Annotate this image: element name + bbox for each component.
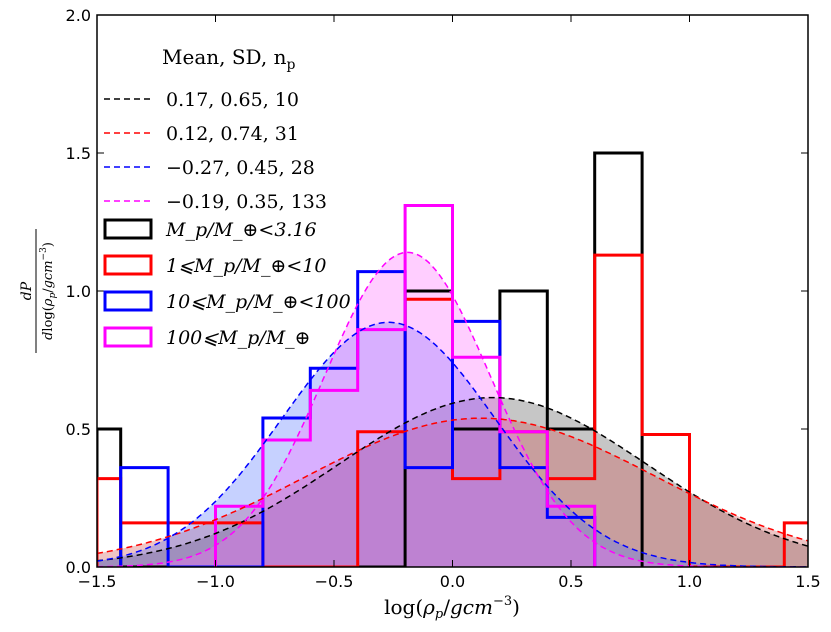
legend-hist-swatch (103, 290, 153, 312)
legend-hist-label: 10⩽M_p/M_⊕<100 (166, 291, 351, 313)
x-tick-label: 0.0 (440, 572, 465, 591)
legend-hist-label: M_p/M_⊕<3.16 (165, 219, 317, 241)
legend-fit-label: 0.12, 0.74, 31 (166, 123, 299, 145)
x-tick-label: −1.5 (78, 572, 117, 591)
x-tick-label: 0.5 (558, 572, 583, 591)
histogram-10-m-p-m-earth-100 (119, 270, 597, 567)
x-tick-label: 1.5 (795, 572, 820, 591)
legend-fit-label: −0.27, 0.45, 28 (166, 157, 315, 179)
legend-hist-swatch (103, 326, 153, 348)
svg-text:dlog(ρp/gcm−3): dlog(ρp/gcm−3) (39, 242, 58, 340)
gaussian-curve-m-p-m-earth-3-16 (97, 396, 808, 562)
x-tick-label: 1.0 (677, 572, 702, 591)
legend-title: Mean, SD, np (162, 45, 295, 73)
legend: Mean, SD, np 0.17, 0.65, 10 0.12, 0.74, 3… (103, 45, 351, 349)
y-tick-label: 0.5 (66, 420, 91, 439)
gaussian-curve-10-m-p-m-earth-100 (97, 321, 808, 567)
x-tick-label: −0.5 (315, 572, 354, 591)
svg-text:dP: dP (19, 281, 35, 300)
x-axis-ticks: −1.5 −1.0 −0.5 0.0 0.5 1.0 1.5 (78, 15, 821, 591)
gaussian-fill-1-m-p-m-earth-10 (97, 418, 808, 567)
gaussian-curve-1-m-p-m-earth-10 (97, 417, 808, 555)
legend-hist-swatch (103, 254, 153, 276)
x-tick-label: −1.0 (196, 572, 235, 591)
legend-hist-swatch (103, 218, 153, 240)
x-axis-label: log(ρp/gcm−3) (384, 594, 520, 622)
gaussian-fill-m-p-m-earth-3-16 (97, 397, 808, 567)
histogram-layer (97, 151, 808, 567)
y-tick-label: 1.5 (66, 144, 91, 163)
histogram-100-m-p-m-earth (214, 203, 597, 567)
legend-hist-label: 1⩽M_p/M_⊕<10 (166, 255, 327, 277)
legend-fit-label: 0.17, 0.65, 10 (166, 89, 299, 111)
legend-fit-label: −0.19, 0.35, 133 (166, 191, 327, 213)
legend-hist-label: 100⩽M_p/M_⊕ (166, 327, 311, 349)
y-tick-label: 2.0 (66, 6, 91, 25)
y-tick-label: 0.0 (66, 558, 91, 577)
y-tick-label: 1.0 (66, 282, 91, 301)
y-axis-label: dP dlog(ρp/gcm−3) (19, 229, 58, 353)
y-axis-ticks: 0.0 0.5 1.0 1.5 2.0 (66, 6, 808, 577)
